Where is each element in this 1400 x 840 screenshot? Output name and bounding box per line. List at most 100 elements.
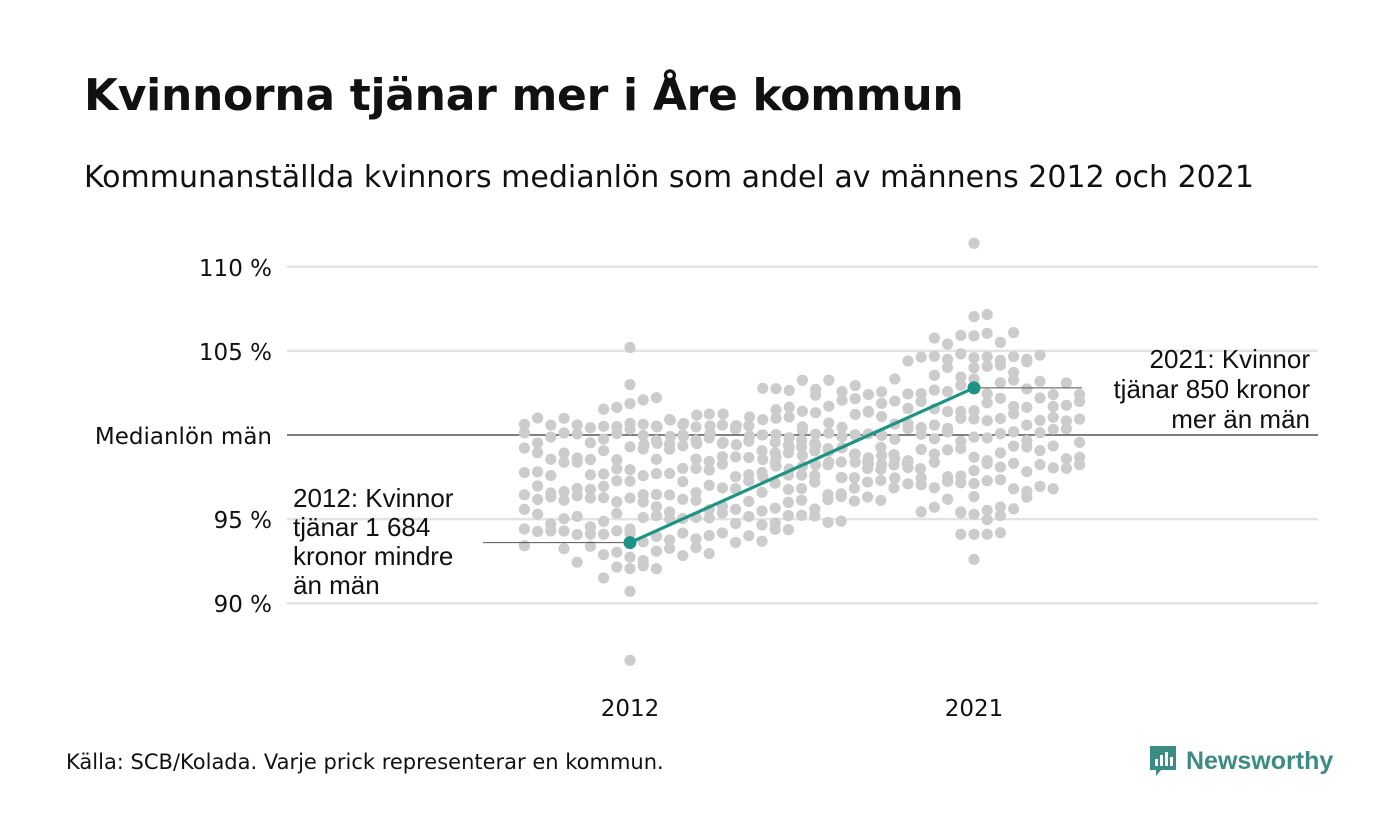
kommun-dot: [1008, 426, 1020, 438]
kommun-dot: [611, 475, 623, 487]
kommun-dot: [796, 449, 809, 462]
kommun-dot: [584, 540, 597, 552]
kommun-dot: [664, 414, 677, 426]
kommun-dot: [928, 384, 941, 396]
kommun-dot: [770, 451, 782, 463]
brand-name: Newsworthy: [1186, 746, 1334, 775]
kommun-dot: [624, 585, 636, 597]
kommun-dot: [598, 445, 610, 457]
kommun-dot: [796, 494, 808, 506]
kommun-dot: [690, 487, 702, 499]
kommun-dot: [571, 419, 583, 431]
kommun-dot: [823, 374, 835, 386]
kommun-dot: [915, 351, 927, 363]
kommun-dot: [664, 489, 676, 501]
kommun-dot: [994, 377, 1007, 389]
kommun-dot: [690, 462, 702, 475]
kommun-dot: [730, 451, 742, 463]
annotation-2021-line: mer än män: [1171, 404, 1310, 434]
kommun-dot: [518, 466, 531, 479]
kommun-dot: [809, 510, 821, 522]
kommun-dot: [637, 511, 649, 524]
kommun-dot: [545, 525, 557, 537]
kommun-dot: [584, 422, 597, 434]
kommun-dot: [981, 504, 993, 516]
kommun-dot: [518, 418, 531, 431]
kommun-dot: [981, 308, 993, 321]
annotation-2021-line: 2021: Kvinnor: [1150, 344, 1311, 374]
kommun-dot: [875, 494, 887, 507]
kommun-dot: [598, 515, 610, 527]
kommun-dot: [876, 410, 888, 423]
kommun-dot: [756, 445, 768, 457]
kommun-dot: [942, 426, 954, 438]
kommun-dot: [532, 525, 544, 538]
kommun-dot: [1047, 440, 1059, 452]
kommun-dot: [624, 562, 636, 575]
kommun-dot: [955, 528, 967, 540]
kommun-dot: [968, 553, 980, 566]
kommun-dot: [902, 355, 914, 367]
kommun-dot: [664, 430, 677, 443]
annotation-2012-line: tjänar 1 684: [293, 512, 430, 542]
kommun-dot: [757, 429, 769, 441]
y-tick-label: 90 %: [214, 592, 272, 618]
kommun-dot: [743, 475, 755, 487]
kommun-dot: [1034, 458, 1046, 471]
kommun-dot: [598, 403, 610, 415]
kommun-dot: [968, 373, 980, 385]
kommun-dot: [650, 453, 663, 465]
kommun-dot: [532, 480, 544, 492]
kommun-dot: [849, 379, 861, 392]
kommun-dot: [968, 451, 980, 463]
kommun-dot: [756, 519, 768, 531]
kommun-dot: [664, 513, 676, 525]
kommun-dot: [545, 469, 557, 482]
kommun-dot: [518, 442, 531, 454]
kommun-dot: [836, 431, 848, 443]
kommun-dot: [1008, 483, 1020, 495]
kommun-dot: [584, 528, 597, 540]
kommun-dot: [716, 419, 729, 431]
kommun-dot: [876, 397, 888, 409]
kommun-dot: [703, 479, 715, 491]
kommun-dot: [981, 388, 993, 400]
kommun-dot: [876, 386, 888, 398]
highlight-point-2021: [967, 381, 981, 395]
kommun-dot: [1008, 327, 1020, 339]
kommun-dot: [611, 507, 623, 520]
kommun-dot: [756, 535, 768, 547]
kommun-dot: [690, 453, 702, 465]
kommun-dot: [743, 510, 755, 523]
kommun-dot: [691, 438, 703, 450]
kommun-dot: [611, 525, 623, 537]
kommun-dot: [744, 430, 756, 442]
kommun-dot: [1034, 349, 1046, 361]
kommun-dot: [968, 465, 980, 477]
kommun-dot: [782, 524, 795, 536]
kommun-dot: [822, 494, 834, 506]
kommun-dot: [955, 442, 967, 455]
kommun-dot: [717, 408, 729, 420]
kommun-dot: [624, 423, 636, 435]
kommun-dot: [1021, 466, 1033, 478]
kommun-dot: [823, 417, 835, 429]
kommun-dot: [757, 382, 769, 394]
kommun-dot: [558, 427, 570, 439]
x-tick-label-2021: 2021: [945, 696, 1004, 722]
kommun-dot: [518, 503, 531, 516]
kommun-dot: [968, 330, 980, 342]
kommun-dot: [558, 525, 570, 537]
kommun-dot: [598, 468, 610, 480]
kommun-dot: [849, 456, 861, 468]
kommun-dot: [994, 474, 1007, 486]
kommun-dot: [994, 336, 1007, 348]
kommun-dot: [1074, 436, 1086, 449]
kommun-dot: [1060, 462, 1072, 474]
kommun-dot: [796, 441, 808, 453]
kommun-dot: [598, 549, 610, 561]
kommun-dot: [730, 517, 742, 530]
kommun-dot: [796, 424, 809, 436]
kommun-dot: [518, 489, 531, 501]
kommun-dot: [1021, 383, 1033, 395]
